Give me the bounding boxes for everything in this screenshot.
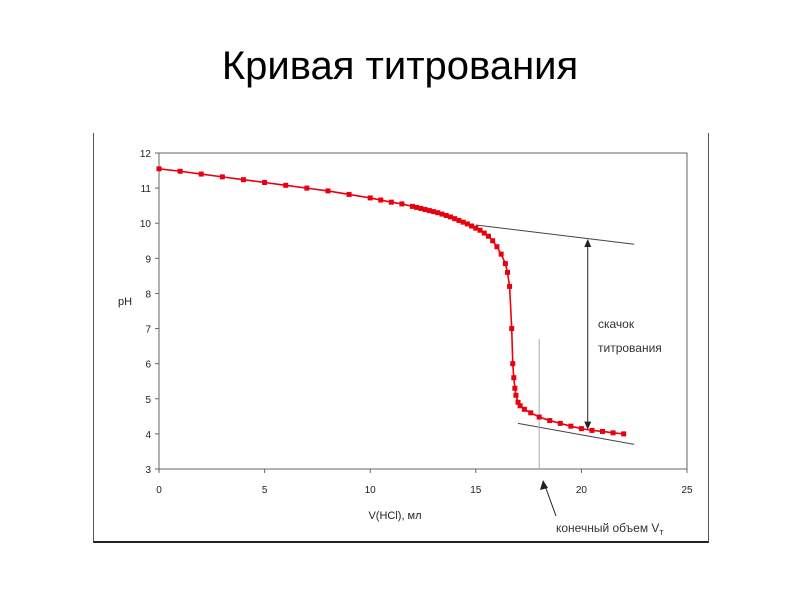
x-tick-label: 10 xyxy=(365,485,377,496)
data-point-marker xyxy=(481,230,487,236)
data-point-marker xyxy=(439,211,445,217)
figure-frame xyxy=(93,133,709,543)
data-point-marker xyxy=(418,205,424,211)
data-point-marker xyxy=(464,221,470,227)
data-point-marker xyxy=(477,227,483,233)
y-tick-label: 6 xyxy=(145,360,151,371)
y-tick-label: 12 xyxy=(140,149,152,160)
data-point-marker xyxy=(610,430,616,436)
data-point-marker xyxy=(510,361,516,367)
data-point-marker xyxy=(515,399,521,405)
slide-title: Кривая титрования xyxy=(221,44,579,88)
data-point-marker xyxy=(578,426,584,432)
data-point-marker xyxy=(177,168,183,174)
data-point-marker xyxy=(513,392,519,398)
data-point-marker xyxy=(485,233,491,239)
data-point-marker xyxy=(512,385,518,391)
endpoint-pointer-head xyxy=(540,480,548,490)
x-tick-label: 25 xyxy=(681,485,693,496)
data-point-marker xyxy=(156,166,162,172)
x-tick-label: 0 xyxy=(156,485,162,496)
data-point-marker xyxy=(431,209,437,215)
data-point-marker xyxy=(346,191,352,197)
data-point-marker xyxy=(547,418,553,424)
y-tick-label: 11 xyxy=(141,184,152,195)
y-tick-label: 9 xyxy=(145,254,151,265)
data-point-marker xyxy=(456,217,462,223)
data-point-marker xyxy=(219,174,225,180)
x-tick-label: 15 xyxy=(470,485,482,496)
data-point-marker xyxy=(509,326,515,332)
x-tick-label: 5 xyxy=(262,485,268,496)
data-point-marker xyxy=(528,410,534,416)
data-point-marker xyxy=(600,428,606,434)
y-tick-label: 3 xyxy=(145,465,151,476)
data-point-marker xyxy=(304,185,310,191)
jump-label: скачок xyxy=(598,317,635,331)
y-tick-label: 5 xyxy=(145,395,151,406)
data-point-marker xyxy=(262,179,268,185)
endpoint-label-subscript: т xyxy=(659,527,663,537)
data-point-marker xyxy=(409,203,415,209)
data-point-marker xyxy=(589,427,595,433)
data-point-marker xyxy=(511,375,517,381)
jump-label: титрования xyxy=(598,341,662,355)
data-point-marker xyxy=(469,223,475,229)
data-point-marker xyxy=(568,423,574,429)
data-point-marker xyxy=(422,207,428,213)
data-point-marker xyxy=(473,225,479,231)
data-point-marker xyxy=(435,210,441,216)
data-point-marker xyxy=(452,216,458,222)
y-tick-label: 10 xyxy=(140,219,152,230)
series-layer xyxy=(156,166,627,437)
data-point-marker xyxy=(447,214,453,220)
data-point-marker xyxy=(388,199,394,205)
data-point-marker xyxy=(490,238,496,244)
data-point-marker xyxy=(502,261,508,267)
data-point-marker xyxy=(367,195,373,201)
y-tick-label: 4 xyxy=(145,430,151,441)
data-point-marker xyxy=(240,177,246,183)
data-point-marker xyxy=(517,403,523,409)
plot-border xyxy=(158,152,688,470)
data-point-marker xyxy=(283,182,289,188)
x-tick-label: 20 xyxy=(576,485,588,496)
data-point-marker xyxy=(557,420,563,426)
data-point-marker xyxy=(198,171,204,177)
data-point-marker xyxy=(426,208,432,214)
plot-area xyxy=(158,152,688,470)
y-tick-label: 8 xyxy=(145,289,151,300)
upper-tangent-line xyxy=(475,224,635,245)
data-point-marker xyxy=(460,219,466,225)
data-point-marker xyxy=(443,212,449,218)
jump-arrow-head-up xyxy=(584,239,592,248)
data-point-marker xyxy=(621,431,627,437)
y-tick-label: 7 xyxy=(145,325,151,336)
endpoint-label-text: конечный объем V xyxy=(556,521,659,535)
titration-curve-line xyxy=(158,168,624,435)
data-point-marker xyxy=(536,414,542,420)
data-point-marker xyxy=(414,204,420,210)
lower-tangent-line xyxy=(517,422,635,445)
endpoint-label: конечный объем Vт xyxy=(556,521,664,537)
data-point-marker xyxy=(325,188,331,194)
data-point-marker xyxy=(494,244,500,250)
data-point-marker xyxy=(498,251,504,257)
data-point-marker xyxy=(378,197,384,203)
jump-arrow-head-down xyxy=(584,421,592,430)
data-point-marker xyxy=(399,201,405,207)
y-axis-label: pH xyxy=(118,296,132,308)
data-point-marker xyxy=(507,283,513,289)
x-axis-label: V(HCl), мл xyxy=(368,510,421,522)
data-point-marker xyxy=(504,269,510,275)
annotations: скачок титрования конечный объем Vт xyxy=(475,224,664,537)
data-point-marker xyxy=(521,406,527,412)
axis-ticks: 0 5 10 15 20 25 3 4 5 6 7 8 9 10 11 12 xyxy=(140,149,693,496)
